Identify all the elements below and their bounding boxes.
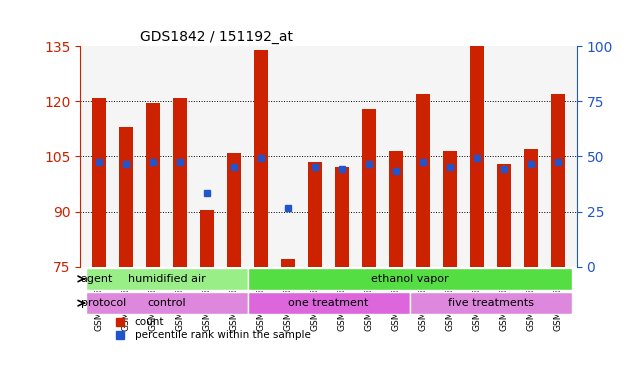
Bar xyxy=(308,162,322,267)
Bar xyxy=(524,149,538,267)
Bar xyxy=(362,109,376,267)
Text: count: count xyxy=(135,317,164,327)
Bar xyxy=(228,153,241,267)
Text: control: control xyxy=(147,298,186,308)
Text: agent: agent xyxy=(81,274,113,284)
Bar xyxy=(444,151,457,267)
FancyBboxPatch shape xyxy=(247,268,572,290)
Bar xyxy=(173,98,187,267)
Text: percentile rank within the sample: percentile rank within the sample xyxy=(135,330,311,340)
Bar xyxy=(335,167,349,267)
FancyBboxPatch shape xyxy=(247,292,410,314)
Text: protocol: protocol xyxy=(81,298,126,308)
Bar xyxy=(200,210,213,267)
Bar xyxy=(146,103,160,267)
FancyBboxPatch shape xyxy=(85,292,247,314)
Bar xyxy=(470,46,484,267)
Bar xyxy=(497,164,511,267)
Bar xyxy=(254,50,268,267)
Text: humidified air: humidified air xyxy=(128,274,205,284)
Text: ethanol vapor: ethanol vapor xyxy=(370,274,448,284)
Text: one treatment: one treatment xyxy=(288,298,369,308)
Bar xyxy=(119,127,133,267)
Bar xyxy=(416,94,429,267)
Text: GDS1842 / 151192_at: GDS1842 / 151192_at xyxy=(140,30,293,44)
FancyBboxPatch shape xyxy=(410,292,572,314)
Bar xyxy=(551,94,565,267)
Bar xyxy=(281,259,295,267)
Bar xyxy=(92,98,106,267)
Bar xyxy=(389,151,403,267)
FancyBboxPatch shape xyxy=(85,268,247,290)
Text: five treatments: five treatments xyxy=(447,298,533,308)
